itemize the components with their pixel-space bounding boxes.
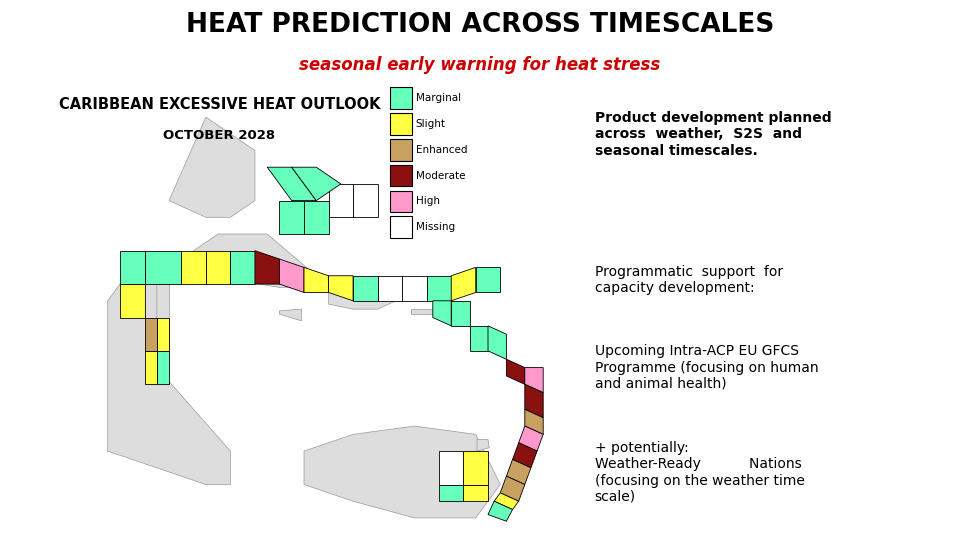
- Polygon shape: [120, 284, 145, 318]
- Polygon shape: [402, 276, 426, 301]
- Polygon shape: [494, 493, 518, 510]
- Polygon shape: [506, 359, 525, 384]
- Text: Moderate: Moderate: [416, 171, 466, 180]
- Polygon shape: [145, 351, 156, 384]
- Text: OCTOBER 2028: OCTOBER 2028: [163, 129, 276, 142]
- Polygon shape: [304, 426, 500, 518]
- Polygon shape: [156, 318, 169, 351]
- Polygon shape: [267, 167, 316, 200]
- Polygon shape: [181, 251, 205, 284]
- Text: Programmatic  support  for
capacity development:: Programmatic support for capacity develo…: [595, 265, 782, 295]
- Polygon shape: [194, 234, 328, 287]
- Polygon shape: [255, 251, 279, 284]
- Text: High: High: [416, 197, 440, 206]
- Polygon shape: [108, 267, 169, 351]
- Bar: [390, 87, 412, 109]
- Polygon shape: [433, 301, 451, 326]
- Polygon shape: [156, 351, 169, 384]
- Polygon shape: [488, 501, 513, 521]
- Polygon shape: [439, 484, 464, 501]
- Bar: [390, 139, 412, 160]
- Text: CARIBBEAN EXCESSIVE HEAT OUTLOOK: CARIBBEAN EXCESSIVE HEAT OUTLOOK: [59, 97, 380, 112]
- Polygon shape: [469, 326, 488, 351]
- Polygon shape: [353, 184, 377, 217]
- Polygon shape: [464, 484, 488, 501]
- Polygon shape: [120, 251, 145, 284]
- Polygon shape: [304, 267, 328, 293]
- Polygon shape: [279, 259, 304, 293]
- Text: + potentially:
Weather-Ready           Nations
(focusing on the weather time
sca: + potentially: Weather-Ready Nations (fo…: [595, 441, 804, 504]
- Polygon shape: [525, 368, 543, 393]
- Polygon shape: [411, 309, 433, 314]
- Polygon shape: [518, 426, 543, 451]
- Polygon shape: [477, 440, 490, 451]
- Polygon shape: [292, 167, 341, 200]
- Polygon shape: [513, 443, 537, 468]
- Polygon shape: [488, 326, 506, 359]
- Polygon shape: [353, 276, 377, 301]
- Polygon shape: [169, 117, 255, 217]
- Polygon shape: [145, 318, 156, 351]
- Bar: [390, 191, 412, 212]
- Text: Upcoming Intra-ACP EU GFCS
Programme (focusing on human
and animal health): Upcoming Intra-ACP EU GFCS Programme (fo…: [595, 345, 818, 391]
- Polygon shape: [328, 184, 353, 217]
- Polygon shape: [439, 451, 464, 484]
- Polygon shape: [304, 200, 328, 234]
- Bar: [390, 113, 412, 134]
- Polygon shape: [464, 451, 488, 484]
- Text: Missing: Missing: [416, 222, 455, 232]
- Text: Product development planned
across  weather,  S2S  and
seasonal timescales.: Product development planned across weath…: [595, 111, 831, 158]
- Polygon shape: [145, 251, 181, 284]
- Polygon shape: [328, 276, 396, 309]
- Text: Marginal: Marginal: [416, 93, 461, 103]
- Polygon shape: [279, 309, 301, 321]
- Polygon shape: [476, 267, 500, 293]
- Bar: [390, 165, 412, 186]
- Text: Slight: Slight: [416, 119, 445, 129]
- Polygon shape: [279, 200, 304, 234]
- Bar: [390, 217, 412, 238]
- Polygon shape: [328, 276, 353, 301]
- Polygon shape: [525, 384, 543, 418]
- Polygon shape: [451, 301, 469, 326]
- Polygon shape: [426, 276, 451, 301]
- Polygon shape: [108, 267, 230, 484]
- Text: Enhanced: Enhanced: [416, 145, 468, 154]
- Polygon shape: [205, 251, 230, 284]
- Polygon shape: [500, 476, 525, 501]
- Polygon shape: [230, 251, 255, 284]
- Polygon shape: [525, 409, 543, 434]
- Text: HEAT PREDICTION ACROSS TIMESCALES: HEAT PREDICTION ACROSS TIMESCALES: [186, 12, 774, 38]
- Text: seasonal early warning for heat stress: seasonal early warning for heat stress: [300, 56, 660, 75]
- Polygon shape: [506, 460, 531, 484]
- Polygon shape: [377, 276, 402, 301]
- Polygon shape: [451, 267, 476, 301]
